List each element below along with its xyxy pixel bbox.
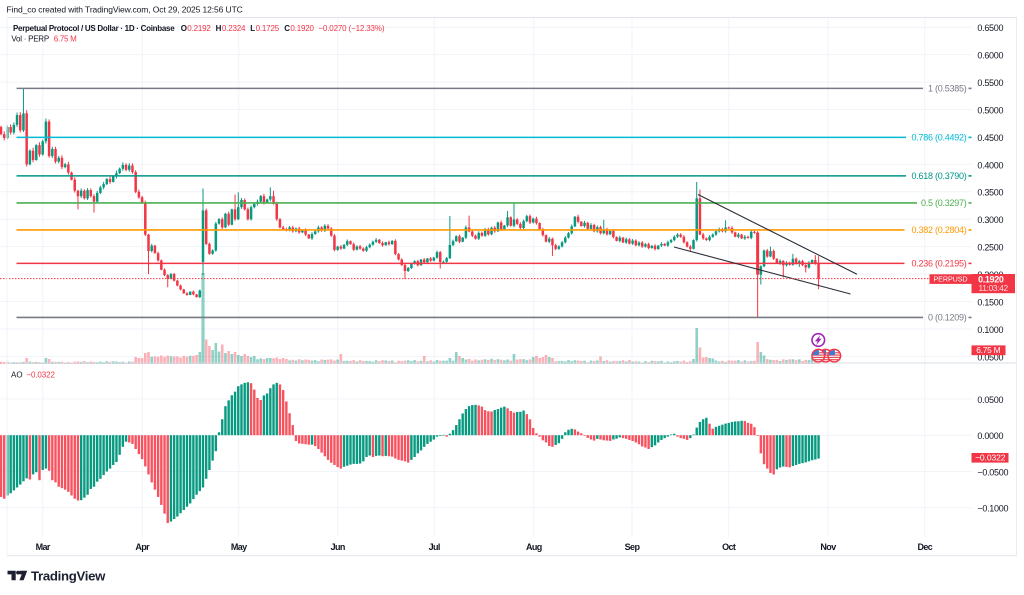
- svg-text:0.5 (0.3297): 0.5 (0.3297): [921, 198, 967, 208]
- svg-text:Dec: Dec: [917, 542, 932, 552]
- svg-text:0.1725: 0.1725: [256, 24, 280, 33]
- svg-text:O: O: [181, 24, 187, 33]
- svg-text:H: H: [216, 24, 222, 33]
- svg-text:−0.0270 (−12.33%): −0.0270 (−12.33%): [318, 24, 384, 33]
- svg-text:0.1920: 0.1920: [978, 275, 1004, 285]
- svg-text:0.6000: 0.6000: [977, 51, 1003, 61]
- svg-text:0.236 (0.2195): 0.236 (0.2195): [911, 259, 966, 269]
- svg-text:0.0500: 0.0500: [977, 395, 1003, 405]
- svg-text:0.1000: 0.1000: [977, 325, 1003, 335]
- svg-text:Jun: Jun: [331, 542, 345, 552]
- svg-text:Aug: Aug: [526, 542, 542, 552]
- svg-text:0 (0.1209): 0 (0.1209): [928, 313, 967, 323]
- svg-text:Find_co created with TradingVi: Find_co created with TradingView.com, Oc…: [7, 5, 243, 15]
- svg-text:0.4000: 0.4000: [977, 160, 1003, 170]
- svg-text:0.4500: 0.4500: [977, 133, 1003, 143]
- svg-text:Sep: Sep: [625, 542, 641, 552]
- svg-text:Jul: Jul: [429, 542, 440, 552]
- svg-text:0.1500: 0.1500: [977, 297, 1003, 307]
- svg-text:Mar: Mar: [36, 542, 51, 552]
- svg-text:TradingView: TradingView: [31, 568, 106, 583]
- svg-text:−0.0322: −0.0322: [26, 370, 55, 379]
- svg-text:0.3500: 0.3500: [977, 188, 1003, 198]
- svg-text:0.786 (0.4492): 0.786 (0.4492): [911, 133, 966, 143]
- svg-text:−0.1000: −0.1000: [977, 504, 1008, 514]
- svg-text:0.2500: 0.2500: [977, 243, 1003, 253]
- svg-text:C: C: [284, 24, 290, 33]
- svg-text:−0.0500: −0.0500: [977, 467, 1008, 477]
- svg-text:1 (0.5385): 1 (0.5385): [928, 84, 967, 94]
- svg-text:0.382 (0.2804): 0.382 (0.2804): [911, 225, 966, 235]
- svg-text:Oct: Oct: [722, 542, 736, 552]
- svg-text:0.5000: 0.5000: [977, 105, 1003, 115]
- svg-text:0.2192: 0.2192: [187, 24, 211, 33]
- svg-text:6.75 M: 6.75 M: [54, 34, 77, 43]
- svg-text:Apr: Apr: [135, 542, 150, 552]
- svg-text:Perpetual Protocol / US Dollar: Perpetual Protocol / US Dollar · 1D · Co…: [13, 24, 175, 33]
- svg-text:0.2324: 0.2324: [222, 24, 246, 33]
- svg-text:11:03:42: 11:03:42: [979, 283, 1009, 293]
- svg-text:0.5500: 0.5500: [977, 78, 1003, 88]
- svg-text:0.1920: 0.1920: [290, 24, 314, 33]
- svg-text:PERPUSD: PERPUSD: [933, 275, 967, 284]
- svg-text:0.3000: 0.3000: [977, 215, 1003, 225]
- svg-text:0.0000: 0.0000: [977, 431, 1003, 441]
- svg-text:Nov: Nov: [820, 542, 836, 552]
- svg-text:0.618 (0.3790): 0.618 (0.3790): [911, 171, 966, 181]
- svg-text:0.0500: 0.0500: [977, 352, 1003, 362]
- svg-text:Vol · PERP: Vol · PERP: [11, 34, 49, 43]
- svg-text:6.75 M: 6.75 M: [976, 345, 1000, 355]
- svg-text:0.6500: 0.6500: [977, 23, 1003, 33]
- svg-text:May: May: [231, 542, 247, 552]
- svg-text:AO: AO: [11, 370, 23, 379]
- svg-text:L: L: [250, 24, 255, 33]
- svg-text:−0.0322: −0.0322: [975, 453, 1006, 463]
